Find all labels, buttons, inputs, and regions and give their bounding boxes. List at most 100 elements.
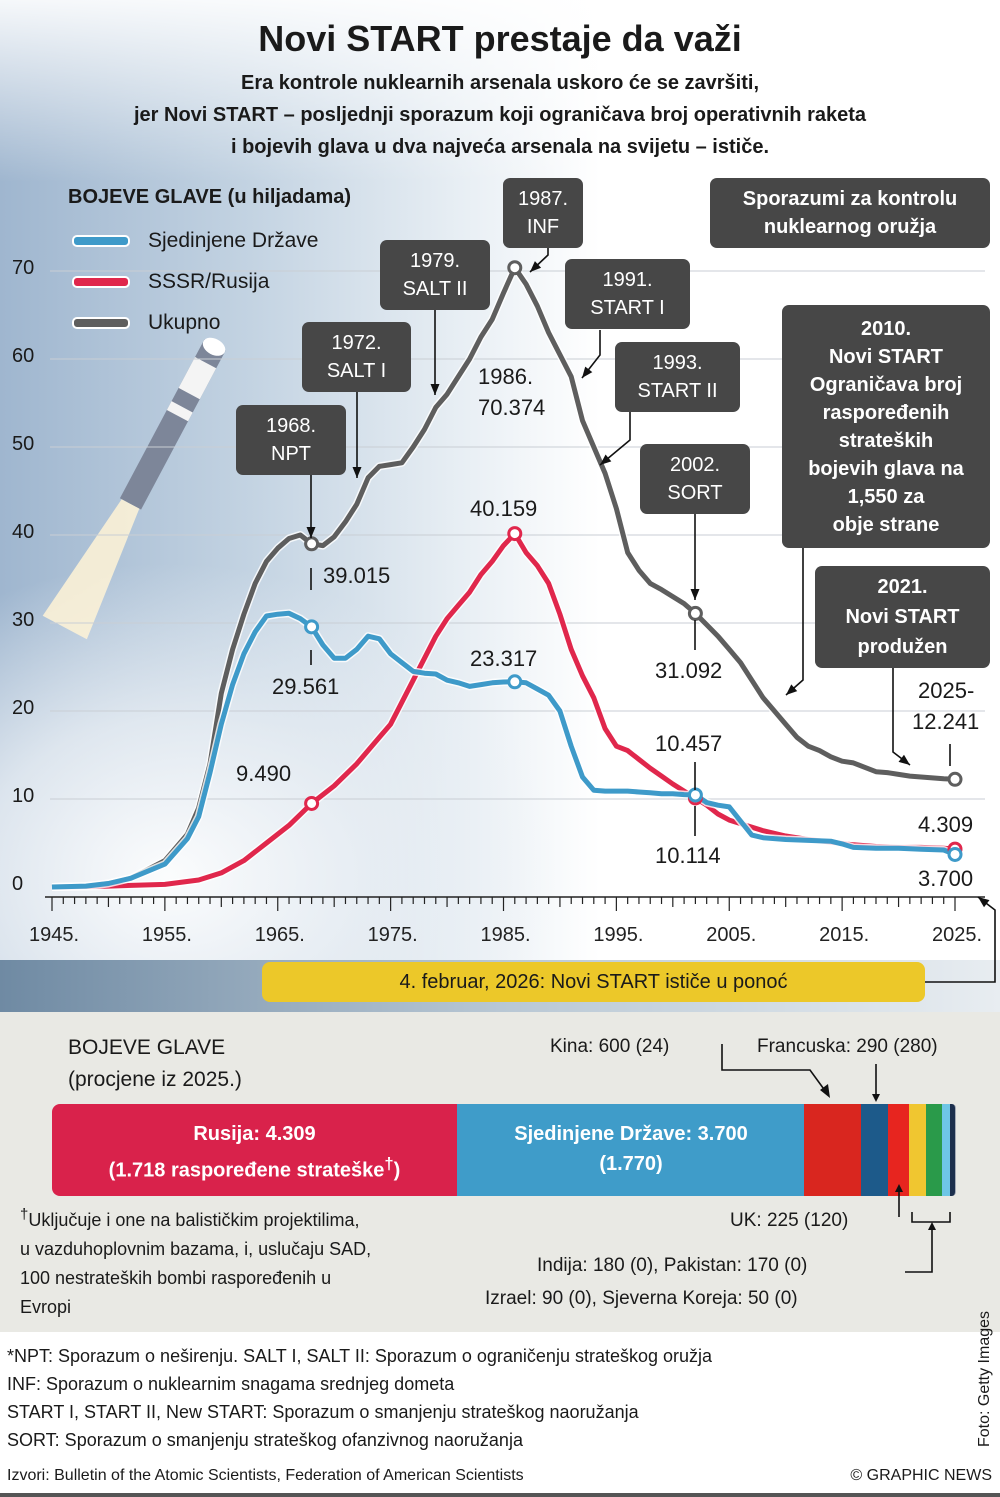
data-label: 2025- [918, 678, 975, 703]
arrow-head [898, 754, 910, 765]
data-point-marker [687, 787, 703, 803]
x-tick-label: 1975. [368, 924, 418, 946]
y-tick-label: 40 [12, 521, 35, 543]
bottom-rule [0, 1493, 1000, 1497]
label-india-pakistan: Indija: 180 (0), Pakistan: 170 (0) [537, 1255, 808, 1276]
data-label: 70.374 [478, 395, 546, 420]
callout-sort: 2002. SORT [640, 444, 750, 514]
y-tick-label: 70 [12, 257, 35, 279]
chart-title: BOJEVE GLAVE (u hiljadama) [68, 186, 352, 208]
callout-salt-i: 1972. SALT I [302, 322, 411, 392]
x-tick-label: 2015. [819, 924, 869, 946]
legend-swatch [72, 317, 130, 329]
data-point-marker [507, 674, 523, 690]
label-china: Kina: 600 (24) [550, 1036, 670, 1057]
data-label: 10.457 [655, 731, 723, 756]
x-tick-label: 1995. [593, 924, 643, 946]
arrow-head [978, 897, 990, 908]
arrow-head [690, 589, 700, 600]
x-tick-label: 2025. [932, 924, 982, 946]
label-uk: UK: 225 (120) [730, 1210, 849, 1231]
data-label: 3.700 [918, 866, 974, 891]
expiry-banner: 4. februar, 2026: Novi START ističe u po… [262, 962, 925, 1002]
arrow-head [530, 261, 542, 272]
x-tick-label: 2005. [706, 924, 756, 946]
sources: Izvori: Bulletin of the Atomic Scientist… [7, 1467, 524, 1484]
data-label: 10.114 [655, 843, 721, 868]
series-line-sssr-rusija [51, 531, 956, 890]
data-label: 29.561 [272, 674, 340, 699]
data-point-marker [304, 795, 320, 811]
bar-segment-sjeverna-koreja [950, 1104, 956, 1196]
credit: © GRAPHIC NEWS [850, 1467, 992, 1484]
data-label: 1986. [478, 364, 534, 389]
legend-item-total: Ukupno [72, 308, 220, 338]
bottom-subtitle: (procjene iz 2025.) [68, 1068, 242, 1091]
series-line-sjedinjene-dr-ave [51, 610, 956, 890]
bar-segment-rusija [52, 1104, 458, 1196]
legend-item-russia: SSSR/Rusija [72, 267, 269, 297]
definition: INF: Sporazum o nuklearnim snagama sredn… [7, 1374, 455, 1394]
callout-header: Sporazumi za kontrolu nuklearnog oružja [710, 178, 990, 248]
data-point-marker [947, 846, 963, 862]
subtitle-line: Era kontrole nuklearnih arsenala uskoro … [241, 72, 759, 94]
label-israel-north-korea: Izrael: 90 (0), Sjeverna Koreja: 50 (0) [485, 1288, 798, 1309]
data-label: 23.317 [470, 646, 538, 671]
arrow-head [430, 384, 440, 395]
data-point-marker [304, 619, 320, 635]
label-france: Francuska: 290 (280) [757, 1036, 938, 1057]
photo-credit: Foto: Getty Images [976, 1310, 993, 1448]
data-point-marker [304, 536, 320, 552]
definition: SORT: Sporazum o smanjenju strateškog of… [7, 1430, 523, 1450]
data-label: 40.159 [470, 496, 538, 521]
y-tick-label: 60 [12, 345, 35, 367]
segment-label-us: Sjedinjene Države: 3.700 (1.770) [514, 1123, 748, 1175]
y-tick-label: 30 [12, 609, 35, 631]
bottom-title: BOJEVE GLAVE [68, 1036, 226, 1059]
x-tick-label: 1945. [29, 924, 79, 946]
y-tick-label: 0 [12, 873, 24, 895]
callout-salt-ii: 1979. SALT II [380, 240, 490, 310]
definition: START I, START II, New START: Sporazum o… [7, 1402, 639, 1422]
y-tick-label: 20 [12, 697, 35, 719]
arrow-head [786, 684, 798, 695]
data-label: 4.309 [918, 812, 974, 837]
data-label: 9.490 [236, 761, 292, 786]
arrow-head [600, 454, 612, 465]
legend-item-us: Sjedinjene Države [72, 226, 318, 256]
arrow-new-start [785, 548, 804, 696]
x-tick-label: 1965. [255, 924, 305, 946]
definition: *NPT: Sporazum o neširenju. SALT I, SALT… [7, 1346, 713, 1366]
arrow-extended [892, 668, 911, 766]
series-line-ukupno [51, 265, 956, 890]
callout-start-ii: 1993. START II [615, 342, 740, 412]
footnote: †Uključuje i one na balističkim projekti… [20, 1206, 372, 1317]
arrow-head [352, 467, 362, 478]
line-chart: 1945. 1955. 1965. 1975. 1985. 1995. 2005. 2015.… [29, 248, 996, 983]
callout-new-start: 2010. Novi START Ograničava broj raspoređen… [782, 305, 990, 548]
arrow-head [306, 527, 316, 538]
data-label: 12.241 [912, 709, 980, 734]
y-tick-label: 10 [12, 785, 35, 807]
bar-segment-sjedinjene-dr-ave [456, 1104, 806, 1196]
y-tick-label: 50 [12, 433, 35, 455]
missile-image [42, 337, 226, 640]
arrow-head [582, 366, 593, 378]
subtitle-line: jer Novi START – posljednji sporazum koj… [133, 104, 867, 126]
data-point-marker [687, 605, 703, 621]
callout-start-i: 1991. START I [565, 259, 690, 329]
page-title: Novi START prestaje da važi [258, 18, 742, 59]
bar-segment-francuska [860, 1104, 889, 1196]
bar-connectors [721, 1044, 951, 1273]
subtitle-line: i bojevih glava u dva najveća arsenala n… [230, 136, 770, 158]
callout-npt: 1968. NPT [236, 405, 346, 475]
x-tick-label: 1985. [480, 924, 530, 946]
data-point-marker [507, 526, 523, 542]
data-point-marker [507, 260, 523, 276]
arrow-start-ii [599, 412, 631, 466]
legend-swatch [72, 235, 130, 247]
data-label: 39.015 [323, 563, 391, 588]
data-point-marker [947, 771, 963, 787]
x-tick-label: 1955. [142, 924, 192, 946]
data-label: 31.092 [655, 658, 723, 683]
